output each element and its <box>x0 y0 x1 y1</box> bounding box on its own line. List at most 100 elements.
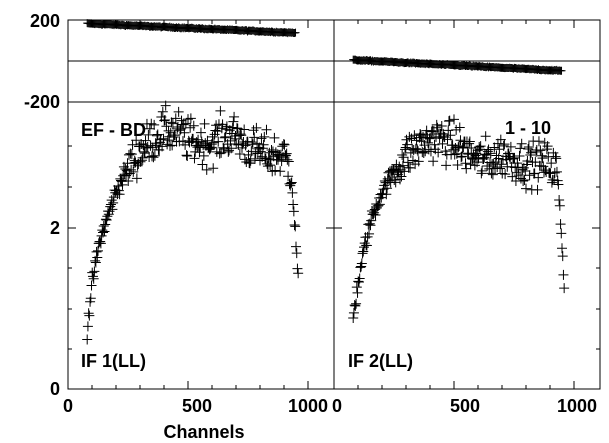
amp-point <box>449 149 460 160</box>
amp-point <box>117 179 128 190</box>
amp-point <box>291 248 302 259</box>
amp-point <box>389 174 400 185</box>
amp-point <box>505 141 516 152</box>
amp-point <box>499 139 510 150</box>
amp-point <box>247 137 258 148</box>
amp-point <box>428 156 439 167</box>
amp-point <box>213 136 224 147</box>
amp-point <box>287 187 298 198</box>
amp-point <box>436 120 447 131</box>
amp-point <box>198 150 209 161</box>
amp-point <box>181 150 192 161</box>
amp-point <box>426 126 437 137</box>
amp-point <box>283 156 294 167</box>
amp-point <box>496 159 507 170</box>
baseline-label-right: 1 - 10 <box>505 118 551 138</box>
amp-point <box>140 135 151 146</box>
amp-point <box>443 116 454 127</box>
amp-point <box>220 131 231 142</box>
amp-point <box>356 258 367 269</box>
amp-point <box>228 116 239 127</box>
amp-point <box>152 129 163 140</box>
amp-point <box>99 226 110 237</box>
amp-point <box>462 148 473 159</box>
amp-point <box>500 169 511 180</box>
amp-point <box>456 151 467 162</box>
amp-point <box>195 127 206 138</box>
amp-point <box>248 125 259 136</box>
amp-point <box>245 155 256 166</box>
amp-point <box>225 135 236 146</box>
amp-point <box>186 136 197 147</box>
amp-point <box>131 135 142 146</box>
amp-point <box>291 241 301 252</box>
amp-point <box>358 246 369 257</box>
amp-point <box>542 141 553 152</box>
amp-point <box>511 167 522 178</box>
amp-point <box>348 312 359 323</box>
phase-point <box>557 66 566 75</box>
amp-point <box>161 121 172 132</box>
amp-point <box>412 144 423 155</box>
amp-point <box>487 169 498 180</box>
amp-point <box>148 152 159 163</box>
amp-point <box>557 243 567 254</box>
amp-point <box>157 141 168 152</box>
amp-point <box>552 175 563 186</box>
amp-point <box>95 238 106 249</box>
amp-point <box>356 261 367 272</box>
amp-point <box>211 120 222 131</box>
amp-point <box>98 227 109 238</box>
amp-point <box>395 174 405 185</box>
amp-point <box>179 127 190 138</box>
amp-point <box>137 152 148 163</box>
amp-point <box>166 117 177 128</box>
amp-point <box>351 282 362 293</box>
amp-point <box>458 142 469 153</box>
amp-point <box>351 298 362 309</box>
amp-point <box>402 139 413 150</box>
amp-point <box>128 166 139 177</box>
amp-point <box>159 115 170 126</box>
amp-point <box>554 195 565 206</box>
amp-point <box>288 206 299 217</box>
amp-point <box>424 133 435 144</box>
amp-point <box>558 269 569 280</box>
amp-point <box>452 159 463 170</box>
amp-point <box>512 158 523 169</box>
amp-point <box>387 165 398 176</box>
amp-point <box>183 114 193 125</box>
amp-point <box>397 160 408 171</box>
baseline-label-left: EF - BD <box>81 120 146 140</box>
if-label-left: IF 1(LL) <box>81 351 146 371</box>
amp-point <box>352 287 363 298</box>
amp-point <box>556 228 567 239</box>
amp-point <box>461 163 472 174</box>
amp-point <box>90 257 101 268</box>
amp-point <box>364 228 375 239</box>
amp-point <box>370 209 381 220</box>
amp-point <box>149 150 160 161</box>
amp-point <box>350 300 361 311</box>
x-tick-label-left-1000: 1000 <box>288 396 328 416</box>
amp-point <box>498 140 509 151</box>
amp-point <box>85 293 96 304</box>
amp-point <box>281 148 292 159</box>
amp-point <box>533 172 544 183</box>
amp-point <box>410 143 421 154</box>
amp-point <box>465 159 476 170</box>
amp-point <box>497 168 508 179</box>
amp-point <box>520 166 531 177</box>
amp-point <box>146 118 157 129</box>
amp-point <box>92 252 103 263</box>
amp-point <box>353 276 364 287</box>
amp-point <box>359 238 370 249</box>
amp-point <box>348 307 359 318</box>
amp-point <box>476 168 487 179</box>
amp-point <box>349 300 360 311</box>
amp-point <box>175 125 186 136</box>
amp-point <box>277 141 288 152</box>
amp-point <box>199 118 210 129</box>
amp-point <box>404 131 415 142</box>
amp-point <box>210 125 221 136</box>
